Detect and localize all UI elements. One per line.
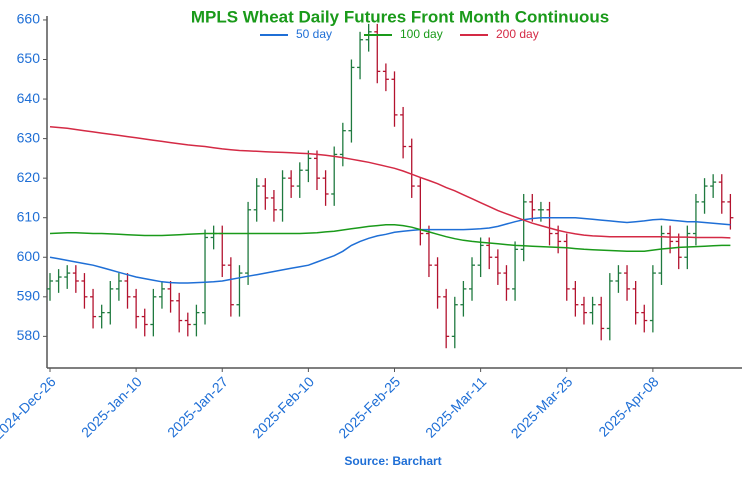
y-tick-label: 630: [17, 129, 41, 145]
y-tick-label: 650: [17, 50, 41, 66]
x-tick-label: 2025-Mar-11: [422, 373, 489, 440]
legend-label: 100 day: [400, 27, 443, 41]
source-note: Source: Barchart: [344, 454, 441, 468]
x-tick-label: 2025-Mar-25: [507, 373, 575, 441]
moving-average-line: [49, 224, 731, 253]
y-tick-label: 590: [17, 288, 41, 304]
moving-average-line: [49, 125, 731, 239]
x-tick-label: 2025-Jan-27: [164, 373, 231, 440]
chart-title: MPLS Wheat Daily Futures Front Month Con…: [191, 7, 609, 26]
x-tick-label: 2025-Feb-10: [249, 373, 317, 441]
y-tick-label: 620: [17, 169, 41, 185]
moving-average-line: [49, 216, 731, 284]
x-tick-label: 2025-Apr-08: [595, 373, 661, 439]
y-tick-label: 640: [17, 90, 41, 106]
legend-label: 50 day: [296, 27, 332, 41]
y-tick-label: 580: [17, 327, 41, 343]
x-tick-label: 2024-Dec-26: [0, 373, 59, 442]
y-tick-label: 660: [17, 11, 41, 27]
x-tick-label: 2025-Feb-25: [335, 373, 403, 441]
x-tick-label: 2025-Jan-10: [78, 373, 145, 440]
legend-label: 200 day: [496, 27, 539, 41]
y-tick-label: 610: [17, 208, 41, 224]
y-tick-label: 600: [17, 248, 41, 264]
